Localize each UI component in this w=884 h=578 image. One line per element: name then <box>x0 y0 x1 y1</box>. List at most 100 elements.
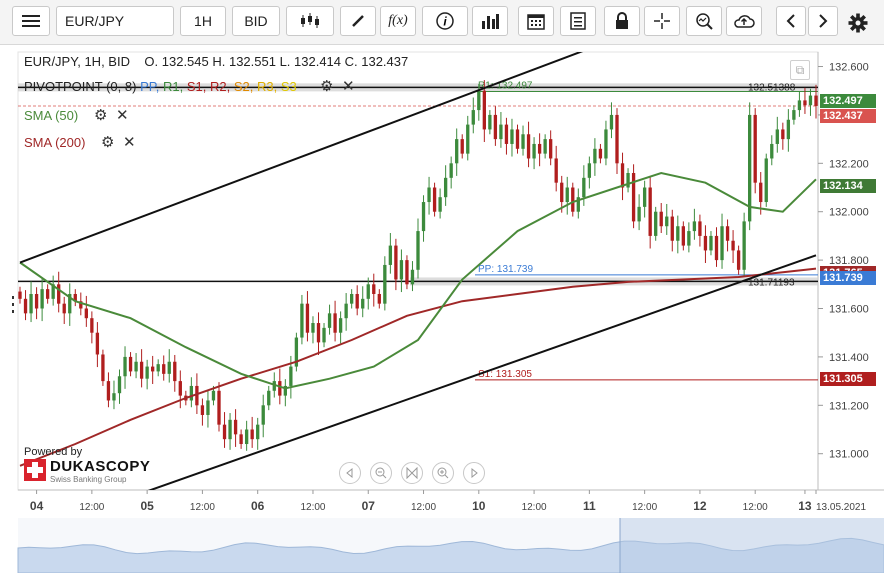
candle-body <box>195 385 199 406</box>
candle-body <box>477 90 481 111</box>
scroll-right-icon[interactable] <box>463 462 485 484</box>
y-tick-label: 132.000 <box>829 207 869 219</box>
ohlc-readout: O. 132.545 H. 132.551 L. 132.414 C. 132.… <box>144 54 409 69</box>
candle-body <box>410 269 415 285</box>
cloud-upload-icon[interactable] <box>726 6 762 36</box>
hamburger-icon[interactable] <box>12 6 50 36</box>
candle-body <box>90 318 94 333</box>
x-tick-label: 05 <box>140 499 154 513</box>
info-label: i <box>443 15 447 29</box>
candle-body <box>560 182 564 203</box>
gear-icon[interactable] <box>848 13 868 38</box>
pivot-label-s2: S2, <box>233 79 254 94</box>
bar-chart-icon[interactable] <box>472 6 508 36</box>
candle-body <box>571 187 575 212</box>
fx-label: f(x) <box>388 13 408 28</box>
pivot-label-r3: R3, <box>256 79 278 94</box>
candle-body <box>305 303 310 333</box>
price-type-button[interactable]: BID <box>232 6 280 36</box>
sma200-settings-gear-icon[interactable]: ⚙ <box>101 134 115 151</box>
dukascopy-logo <box>24 459 46 481</box>
candle-body <box>543 139 547 154</box>
sma50-remove-close-icon[interactable]: ✕ <box>116 107 129 124</box>
candle-body <box>112 393 116 401</box>
crosshair-icon[interactable] <box>644 6 680 36</box>
candle-body <box>482 90 486 130</box>
candle-body <box>178 381 182 396</box>
navigator-window <box>620 518 884 573</box>
candle-body <box>725 226 730 241</box>
candle-body <box>327 313 332 328</box>
sma200-remove-close-icon[interactable]: ✕ <box>123 134 136 151</box>
pencil-icon[interactable] <box>340 6 376 36</box>
candle-body <box>79 301 83 309</box>
candle-body <box>294 337 299 367</box>
chart-canvas[interactable]: 132.600132.400132.200132.000131.800131.6… <box>0 44 884 574</box>
candle-body <box>283 385 287 396</box>
candle-body <box>736 250 741 270</box>
candle-body <box>18 291 22 299</box>
candle-body <box>692 221 697 232</box>
candle-body <box>427 187 431 203</box>
pivot-levels: 132.51388 131.71193 R1: 132.497 PP: 131.739… <box>18 80 818 381</box>
candle-body <box>598 148 603 159</box>
candle-body <box>631 172 636 222</box>
candle-body <box>383 264 387 304</box>
pivot-indicator-name: PIVOTPOINT (0, 8) <box>24 79 137 94</box>
candle-body <box>775 129 779 144</box>
lock-icon[interactable] <box>604 6 640 36</box>
price-chart[interactable]: 132.600132.400132.200132.000131.800131.6… <box>0 44 884 574</box>
fit-chart-icon[interactable] <box>401 462 423 484</box>
scroll-left-icon[interactable] <box>339 462 361 484</box>
left-drag-handle[interactable] <box>12 296 16 314</box>
symbol-select[interactable]: EUR/JPY <box>56 6 174 36</box>
info-icon[interactable]: i <box>422 6 468 36</box>
candle-type-icon[interactable] <box>286 6 334 36</box>
candle-body <box>272 381 276 391</box>
fx-button[interactable]: f(x) <box>380 6 416 36</box>
candle-body <box>123 356 127 377</box>
candle-body <box>493 114 498 140</box>
timeframe-button[interactable]: 1H <box>180 6 226 36</box>
candle-body <box>549 139 553 159</box>
chevron-right-icon[interactable] <box>808 6 838 36</box>
x-tick-label: 12:00 <box>522 502 547 513</box>
sma50-settings-gear-icon[interactable]: ⚙ <box>94 107 108 124</box>
x-tick-label: 12:00 <box>632 502 657 513</box>
candle-body <box>95 332 100 355</box>
pivot-settings-gear-icon[interactable]: ⚙ <box>320 78 334 95</box>
candle-body <box>781 129 785 140</box>
candle-body <box>759 182 763 203</box>
candle-body <box>106 381 111 401</box>
candle-body <box>703 235 708 251</box>
candle-body <box>421 202 426 232</box>
x-tick-label: 13 <box>798 499 812 513</box>
candles <box>18 80 818 451</box>
x-tick-label: 10 <box>472 499 486 513</box>
hline-top-label: 132.51388 <box>748 82 796 93</box>
candle-body <box>626 172 630 188</box>
candle-body <box>748 114 752 222</box>
candle-body <box>676 226 680 241</box>
zoom-chart-icon[interactable] <box>686 6 722 36</box>
popout-icon[interactable]: ⧉ <box>790 60 810 80</box>
x-tick-label: 12:00 <box>79 502 104 513</box>
candle-body <box>250 429 254 440</box>
calendar-icon[interactable] <box>518 6 554 36</box>
pivot-label-r1: R1, <box>162 79 184 94</box>
candle-body <box>366 284 370 299</box>
candle-body <box>350 293 354 304</box>
sma50-label: SMA (50) <box>24 108 79 123</box>
zoom-in-icon[interactable] <box>432 462 454 484</box>
trend-channel <box>19 52 817 490</box>
chevron-left-icon[interactable] <box>776 6 806 36</box>
candle-body <box>134 361 138 372</box>
pivot-remove-close-icon[interactable]: ✕ <box>342 78 355 95</box>
x-tick-label: 06 <box>251 499 265 513</box>
x-tick-label: 07 <box>362 499 376 513</box>
sma200-line <box>19 267 817 467</box>
report-icon[interactable] <box>560 6 596 36</box>
candle-body <box>62 303 66 314</box>
pivot-label-r2: R2, <box>209 79 231 94</box>
zoom-out-icon[interactable] <box>370 462 392 484</box>
